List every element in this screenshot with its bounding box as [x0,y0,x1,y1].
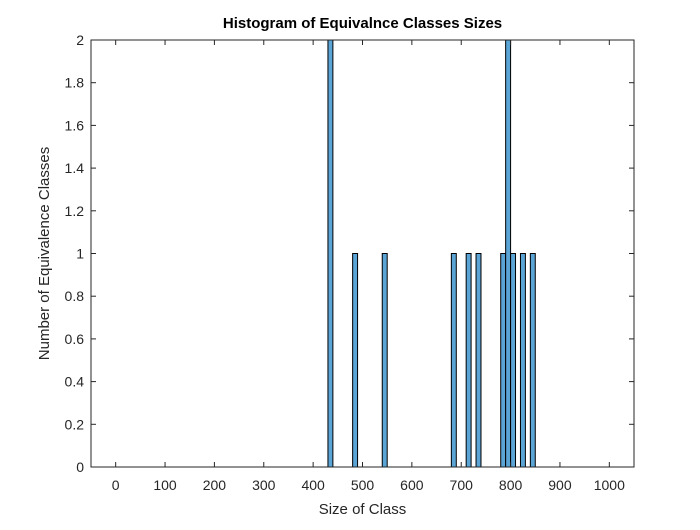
y-tick-label: 0.8 [65,288,85,304]
x-tick-label: 700 [450,477,474,493]
x-tick-label: 100 [153,477,177,493]
histogram-bar [505,39,512,468]
histogram-bar [381,253,388,468]
plot-frame [90,39,635,468]
histogram-bar [465,253,472,468]
x-axis-label: Size of Class [319,501,407,518]
histogram-bar [500,253,507,468]
y-tick-label: 1.4 [65,160,85,176]
histogram-bar [352,253,359,468]
tick-labels-group: 0 100 200 300 400 500 600 700 800 900 1000 0 0.2 0.4 0… [65,32,626,493]
x-tick-label: 300 [252,477,276,493]
x-tick-label: 900 [548,477,572,493]
histogram-bar [519,253,526,468]
y-axis-label: Number of Equivalence Classes [36,147,53,360]
x-tick-label: 200 [203,477,227,493]
histogram-bar [510,253,517,468]
y-tick-label: 0 [76,459,84,475]
y-tick-label: 1 [76,246,84,262]
y-tick-label: 1.6 [65,117,85,133]
y-tick-label: 0.6 [65,331,85,347]
y-tick-label: 1.2 [65,203,85,219]
x-tick-label: 800 [499,477,523,493]
chart-title: Histogram of Equivalnce Classes Sizes [223,15,502,32]
x-tick-label: 400 [301,477,325,493]
y-tick-label: 1.8 [65,75,85,91]
x-tick-label: 600 [400,477,424,493]
x-tick-label: 500 [351,477,375,493]
histogram-bar [450,253,457,468]
plot-area [91,40,634,467]
y-tick-label: 0.2 [65,416,85,432]
histogram-bar [475,253,482,468]
histogram-bar [529,253,536,468]
histogram-bar [327,39,334,468]
y-tick-label: 0.4 [65,374,85,390]
y-tick-label: 2 [76,32,84,48]
x-tick-label: 0 [112,477,120,493]
x-tick-label: 1000 [594,477,625,493]
